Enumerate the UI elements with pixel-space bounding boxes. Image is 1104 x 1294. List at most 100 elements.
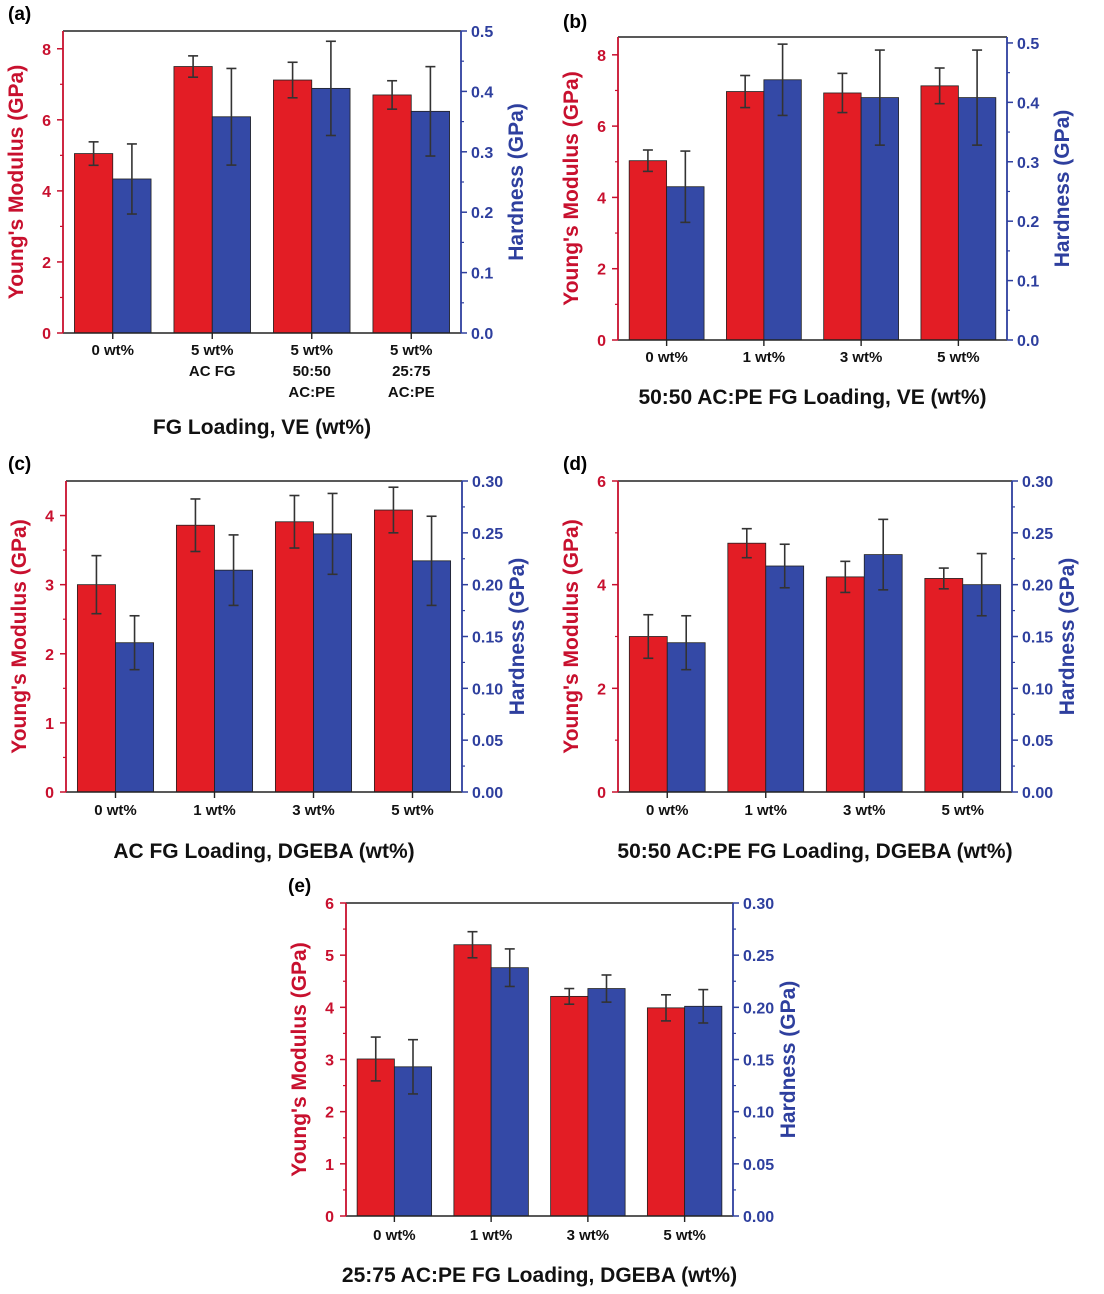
left-y-axis-title: Young's Modulus (GPa)	[5, 65, 28, 299]
x-tick-label: 3 wt%	[843, 802, 886, 819]
modulus-bar	[372, 94, 412, 334]
left-y-axis-title: Young's Modulus (GPa)	[8, 519, 31, 753]
x-tick-label-line: 1 wt%	[193, 802, 236, 819]
right-y-tick-label: 0.10	[1022, 681, 1053, 698]
right-y-axis-title: Hardness (GPa)	[506, 558, 529, 716]
right-y-tick-label: 0.5	[471, 24, 493, 41]
x-tick-label: 0 wt%	[646, 802, 689, 819]
right-y-axis-title: Hardness (GPa)	[1056, 558, 1079, 716]
hardness-bar	[962, 584, 1002, 793]
x-tick-label-line: 0 wt%	[645, 349, 688, 366]
hardness-bar	[313, 533, 353, 793]
x-tick-label-line: 5 wt%	[290, 342, 333, 359]
left-y-tick-label: 2	[597, 681, 606, 698]
modulus-bar	[823, 92, 862, 341]
left-y-tick-label: 4	[597, 190, 606, 207]
right-y-tick-label: 0.4	[471, 84, 493, 101]
x-tick-label: 5 wt%	[391, 802, 434, 819]
x-tick-label: 5 wt%	[941, 802, 984, 819]
x-tick-label-line: 5 wt%	[390, 342, 433, 359]
left-y-tick-label: 1	[45, 716, 54, 733]
x-tick-label: 3 wt%	[292, 802, 335, 819]
modulus-bar	[274, 521, 314, 793]
x-tick-label-line: 3 wt%	[840, 349, 883, 366]
x-tick-label-line: AC FG	[189, 363, 236, 380]
left-y-tick-label: 4	[597, 578, 606, 595]
x-tick-label: 3 wt%	[567, 1227, 610, 1244]
left-y-tick-label: 6	[597, 474, 606, 491]
right-y-tick-label: 0.00	[1022, 785, 1053, 802]
x-axis-title: 25:75 AC:PE FG Loading, DGEBA (wt%)	[342, 1264, 737, 1287]
panel-label: (a)	[8, 4, 31, 25]
x-tick-label-line: 5 wt%	[391, 802, 434, 819]
hardness-bar	[115, 642, 155, 793]
panel-label: (b)	[563, 12, 587, 33]
modulus-bar	[920, 85, 959, 341]
x-tick-label: 5 wt%	[663, 1227, 706, 1244]
x-tick-label: 0 wt%	[645, 349, 688, 366]
right-y-tick-label: 0.20	[1022, 578, 1053, 595]
x-tick-label-line: AC:PE	[388, 384, 435, 401]
x-tick-label-line: 0 wt%	[646, 802, 689, 819]
right-y-tick-label: 0.30	[743, 896, 774, 913]
modulus-bar	[550, 995, 589, 1217]
left-y-tick-label: 6	[42, 113, 51, 130]
right-y-tick-label: 0.30	[1022, 474, 1053, 491]
x-tick-label: 1 wt%	[193, 802, 236, 819]
right-y-tick-label: 0.2	[471, 205, 493, 222]
right-y-tick-label: 0.0	[471, 326, 493, 343]
hardness-bar	[684, 1005, 723, 1217]
x-tick-label: 1 wt%	[470, 1227, 513, 1244]
panel-label: (c)	[8, 454, 31, 475]
modulus-bar	[373, 509, 413, 793]
left-y-tick-label: 2	[42, 255, 51, 272]
modulus-bar	[453, 944, 492, 1217]
right-y-tick-label: 0.25	[472, 526, 503, 543]
right-y-axis-title: Hardness (GPa)	[1051, 110, 1074, 268]
modulus-bar	[628, 160, 668, 341]
x-tick-label-line: 0 wt%	[94, 802, 137, 819]
chart-panel: (b) 0 2 4 6 8 0.0 0.1 0.2 0.3 0.4 0.5 0 wt% 1 wt% 3 wt…	[560, 12, 1074, 409]
right-y-tick-label: 0.00	[743, 1209, 774, 1226]
modulus-bar	[273, 79, 313, 334]
left-y-tick-label: 8	[42, 42, 51, 59]
hardness-bar	[490, 967, 529, 1217]
x-tick-label: 5 wt%	[937, 349, 980, 366]
left-y-tick-label: 2	[45, 647, 54, 664]
x-tick-label-line: 3 wt%	[843, 802, 886, 819]
left-y-axis-title: Young's Modulus (GPa)	[560, 519, 583, 753]
x-tick-label: 5 wt% 25:75 AC:PE	[388, 342, 435, 401]
right-y-tick-label: 0.05	[1022, 733, 1053, 750]
modulus-bar	[173, 66, 213, 334]
modulus-bar	[726, 91, 765, 341]
modulus-bar	[175, 524, 215, 793]
x-tick-label: 3 wt%	[840, 349, 883, 366]
right-y-tick-label: 0.15	[743, 1053, 774, 1070]
modulus-bar	[76, 584, 116, 793]
x-tick-label: 0 wt%	[373, 1227, 416, 1244]
left-y-axis-title: Young's Modulus (GPa)	[288, 942, 311, 1176]
modulus-bar	[74, 153, 114, 334]
right-y-tick-label: 0.1	[471, 266, 493, 283]
x-axis-title: AC FG Loading, DGEBA (wt%)	[113, 840, 414, 863]
x-tick-label: 0 wt%	[94, 802, 137, 819]
x-tick-label-line: 0 wt%	[91, 342, 134, 359]
left-y-tick-label: 4	[325, 1000, 334, 1017]
right-y-tick-label: 0.5	[1017, 36, 1039, 53]
left-y-tick-label: 0	[45, 785, 54, 802]
chart-panel: (a) 0 2 4 6 8 0.0 0.1 0.2 0.3 0.4 0.5 0 wt% 5 wt% AC F…	[5, 4, 528, 439]
x-tick-label-line: 1 wt%	[743, 349, 786, 366]
x-tick-label-line: 5 wt%	[663, 1227, 706, 1244]
left-y-axis-title: Young's Modulus (GPa)	[560, 71, 583, 305]
panel-label: (e)	[288, 876, 311, 897]
right-y-tick-label: 0.25	[1022, 526, 1053, 543]
x-tick-label-line: 1 wt%	[744, 802, 787, 819]
right-y-axis-title: Hardness (GPa)	[505, 103, 528, 261]
x-tick-label-line: AC:PE	[288, 384, 335, 401]
x-tick-label-line: 5 wt%	[937, 349, 980, 366]
modulus-bar	[924, 578, 964, 793]
left-y-tick-label: 4	[45, 509, 54, 526]
right-y-tick-label: 0.05	[472, 733, 503, 750]
x-tick-label-line: 50:50	[293, 363, 331, 380]
right-y-axis-title: Hardness (GPa)	[777, 981, 800, 1139]
